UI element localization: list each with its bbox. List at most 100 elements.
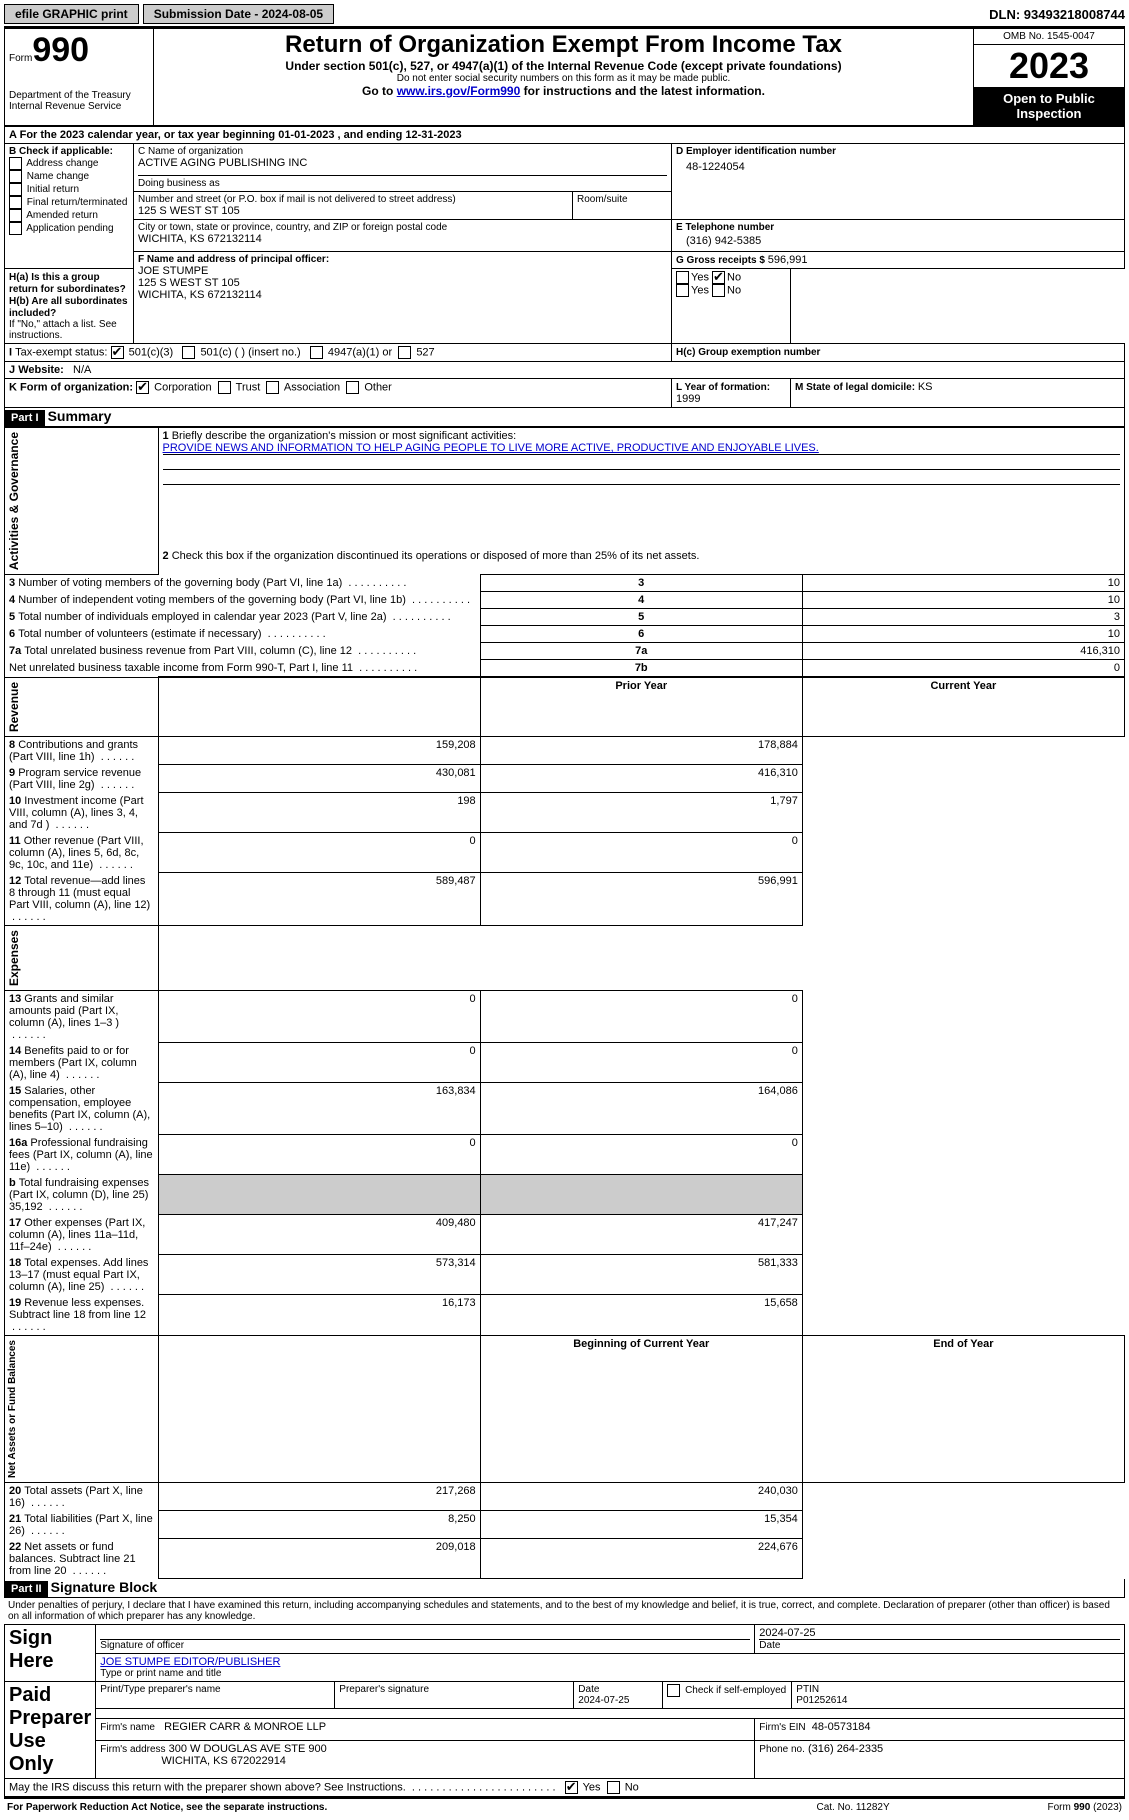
c-label: C Name of organization bbox=[138, 146, 667, 157]
city-value: WICHITA, KS 672132114 bbox=[138, 233, 667, 245]
discuss-yes-checkbox[interactable] bbox=[565, 1781, 578, 1794]
q2-label: Check this box if the organization disco… bbox=[172, 550, 700, 562]
org-name: ACTIVE AGING PUBLISHING INC bbox=[138, 157, 667, 169]
form-header-table: Form990 Department of the Treasury Inter… bbox=[4, 28, 1125, 126]
domicile-state: KS bbox=[918, 381, 933, 393]
q1-label: Briefly describe the organization's miss… bbox=[172, 430, 516, 442]
firm-ein-label: Firm's EIN bbox=[759, 1722, 805, 1733]
subtitle-2: Do not enter social security numbers on … bbox=[158, 73, 969, 84]
k-other-checkbox[interactable] bbox=[346, 381, 359, 394]
goto-pre: Go to bbox=[362, 84, 397, 98]
tax-year-line: A For the 2023 calendar year, or tax yea… bbox=[5, 127, 1125, 144]
end-year-header: End of Year bbox=[802, 1335, 1124, 1482]
firm-name-label: Firm's name bbox=[100, 1722, 155, 1733]
submission-date-label: Submission Date - 2024-08-05 bbox=[143, 4, 334, 24]
part1-title: Summary bbox=[48, 408, 112, 424]
net-sidebar: Net Assets or Fund Balances bbox=[5, 1336, 20, 1482]
4947-checkbox[interactable] bbox=[310, 346, 323, 359]
b-checkbox[interactable] bbox=[9, 157, 22, 170]
b-checkbox[interactable] bbox=[9, 183, 22, 196]
ha-label: H(a) Is this a group return for subordin… bbox=[9, 272, 126, 295]
self-emp-label: Check if self-employed bbox=[663, 1682, 792, 1709]
discuss-label: May the IRS discuss this return with the… bbox=[9, 1782, 406, 1794]
discuss-no-checkbox[interactable] bbox=[607, 1781, 620, 1794]
501c3-checkbox[interactable] bbox=[111, 346, 124, 359]
firm-phone-label: Phone no. bbox=[759, 1744, 805, 1755]
formation-year: 1999 bbox=[676, 393, 700, 405]
prior-year-header: Prior Year bbox=[480, 677, 802, 736]
goto-post: for instructions and the latest informat… bbox=[520, 84, 765, 98]
website-value: N/A bbox=[73, 364, 91, 376]
efile-print-button[interactable]: efile GRAPHIC print bbox=[4, 4, 139, 24]
ptin-value: P01252614 bbox=[796, 1695, 847, 1706]
sign-here-label: Sign Here bbox=[5, 1625, 96, 1682]
prep-name-label: Print/Type preparer's name bbox=[96, 1682, 335, 1709]
prep-sig-label: Preparer's signature bbox=[335, 1682, 574, 1709]
section-a-table: A For the 2023 calendar year, or tax yea… bbox=[4, 126, 1125, 408]
officer-print-name: JOE STUMPE EDITOR/PUBLISHER bbox=[100, 1656, 1120, 1668]
current-year-header: Current Year bbox=[802, 677, 1124, 736]
gross-receipts: 596,991 bbox=[768, 254, 808, 266]
k-label: K Form of organization: bbox=[9, 381, 133, 393]
street-label: Number and street (or P.O. box if mail i… bbox=[138, 194, 568, 205]
b-checkbox[interactable] bbox=[9, 196, 22, 209]
b-checkbox[interactable] bbox=[9, 170, 22, 183]
omb-label: OMB No. 1545-0047 bbox=[974, 29, 1124, 45]
j-label: Website: bbox=[18, 364, 64, 376]
part2-title: Signature Block bbox=[51, 1579, 158, 1595]
top-toolbar: efile GRAPHIC print Submission Date - 20… bbox=[4, 4, 1125, 28]
part1-table: Activities & Governance 1 Briefly descri… bbox=[4, 427, 1125, 1579]
f-label: F Name and address of principal officer: bbox=[138, 254, 667, 265]
part1-header: Part I bbox=[5, 410, 45, 426]
form-number: 990 bbox=[32, 31, 89, 69]
k-corp-checkbox[interactable] bbox=[136, 381, 149, 394]
officer-addr2: WICHITA, KS 672132114 bbox=[138, 289, 667, 301]
gov-sidebar: Activities & Governance bbox=[5, 428, 23, 574]
g-label: G Gross receipts $ bbox=[676, 255, 768, 266]
firm-phone: (316) 264-2335 bbox=[808, 1743, 883, 1755]
part2-header: Part II bbox=[5, 1581, 48, 1597]
firm-addr1: 300 W DOUGLAS AVE STE 900 bbox=[169, 1743, 327, 1755]
hb-yes-checkbox[interactable] bbox=[676, 284, 689, 297]
signature-table: Sign Here Signature of officer 2024-07-2… bbox=[4, 1624, 1125, 1797]
hc-label: H(c) Group exemption number bbox=[676, 347, 820, 358]
b-label: B Check if applicable: bbox=[9, 146, 129, 157]
form-prefix: Form bbox=[9, 53, 32, 64]
paid-prep-label: Paid Preparer Use Only bbox=[5, 1682, 96, 1779]
sig-date: 2024-07-25 bbox=[759, 1627, 1120, 1640]
officer-name: JOE STUMPE bbox=[138, 265, 667, 277]
527-checkbox[interactable] bbox=[398, 346, 411, 359]
b-checkbox[interactable] bbox=[9, 222, 22, 235]
hb-no-checkbox[interactable] bbox=[712, 284, 725, 297]
exp-sidebar: Expenses bbox=[5, 926, 23, 990]
irs-link[interactable]: www.irs.gov/Form990 bbox=[397, 84, 521, 98]
declaration-text: Under penalties of perjury, I declare th… bbox=[4, 1598, 1125, 1624]
b-checkbox[interactable] bbox=[9, 209, 22, 222]
prep-date: 2024-07-25 bbox=[578, 1695, 629, 1706]
d-label: D Employer identification number bbox=[676, 146, 1120, 157]
tax-year: 2023 bbox=[974, 45, 1124, 87]
firm-addr-label: Firm's address bbox=[100, 1744, 165, 1755]
mission-text: PROVIDE NEWS AND INFORMATION TO HELP AGI… bbox=[163, 442, 1120, 455]
ein-value: 48-1224054 bbox=[676, 157, 1120, 177]
phone-value: (316) 942-5385 bbox=[676, 233, 1120, 249]
subtitle-1: Under section 501(c), 527, or 4947(a)(1)… bbox=[158, 59, 969, 73]
501c-checkbox[interactable] bbox=[182, 346, 195, 359]
firm-name: REGIER CARR & MONROE LLP bbox=[164, 1721, 326, 1733]
paperwork-notice: For Paperwork Reduction Act Notice, see … bbox=[6, 1801, 763, 1814]
firm-ein: 48-0573184 bbox=[812, 1721, 871, 1733]
type-name-label: Type or print name and title bbox=[100, 1668, 1120, 1679]
firm-addr2: WICHITA, KS 672022914 bbox=[161, 1755, 286, 1767]
self-emp-checkbox[interactable] bbox=[667, 1684, 680, 1697]
ha-no-checkbox[interactable] bbox=[712, 271, 725, 284]
hb-label: H(b) Are all subordinates included? bbox=[9, 296, 128, 319]
k-assoc-checkbox[interactable] bbox=[266, 381, 279, 394]
e-label: E Telephone number bbox=[676, 222, 1120, 233]
begin-year-header: Beginning of Current Year bbox=[480, 1335, 802, 1482]
k-trust-checkbox[interactable] bbox=[218, 381, 231, 394]
sig-officer-label: Signature of officer bbox=[100, 1640, 750, 1651]
ha-yes-checkbox[interactable] bbox=[676, 271, 689, 284]
l-label: L Year of formation: bbox=[676, 382, 770, 393]
hb-note: If "No," attach a list. See instructions… bbox=[9, 319, 129, 341]
m-label: M State of legal domicile: bbox=[795, 382, 918, 393]
